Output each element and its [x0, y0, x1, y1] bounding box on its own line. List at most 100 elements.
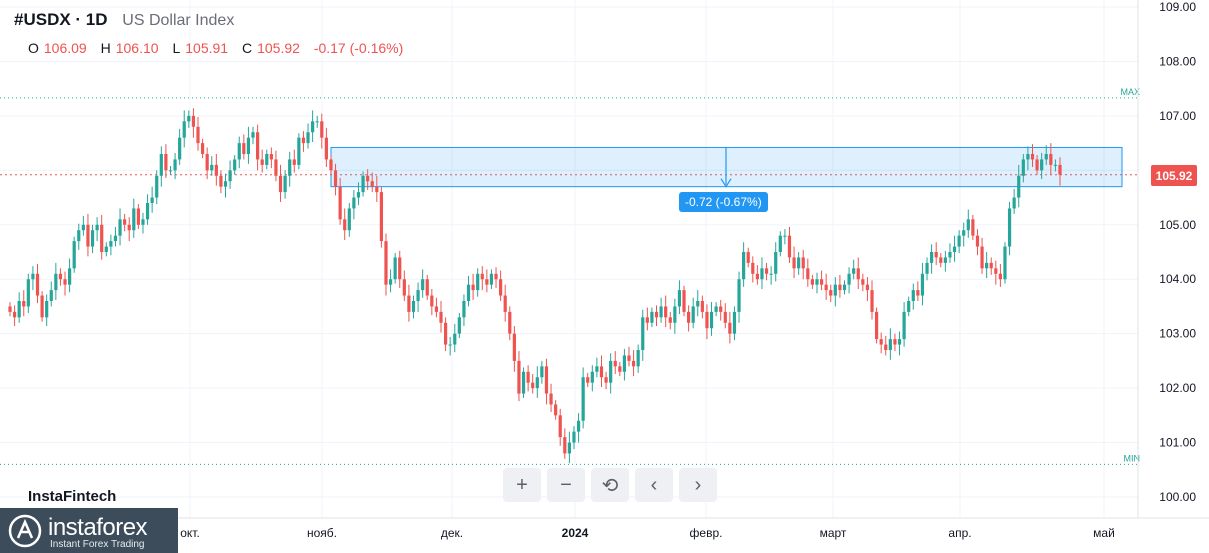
candle-body — [576, 420, 581, 432]
candle-body — [920, 273, 925, 296]
candle-body — [58, 273, 63, 280]
candle — [544, 358, 549, 405]
reset-chart-button[interactable]: ⟲ — [591, 468, 629, 502]
candle-body — [228, 170, 232, 182]
logo-subtitle: Instant Forex Trading — [50, 539, 145, 550]
scroll-left-button[interactable]: ‹ — [635, 468, 673, 502]
candle-body — [833, 284, 837, 296]
candle-body — [494, 273, 498, 280]
candle-body — [838, 284, 842, 291]
candle-body — [402, 279, 406, 296]
zoom-out-button[interactable]: − — [547, 468, 585, 502]
candle-body — [641, 317, 645, 350]
candle — [723, 303, 727, 329]
zoom-in-button[interactable]: + — [503, 468, 541, 502]
candle — [709, 302, 714, 336]
candle — [609, 353, 613, 394]
candle-body — [485, 279, 489, 285]
candle — [233, 155, 237, 175]
candle-body — [540, 366, 544, 378]
measure-box[interactable] — [330, 146, 1123, 188]
x-tick-label: март — [820, 526, 847, 540]
instaforex-logo-icon — [8, 514, 42, 548]
max-label: MAX — [1120, 87, 1140, 97]
candle-body — [673, 306, 677, 323]
candle-body — [526, 371, 530, 383]
candle — [31, 266, 35, 291]
candle-body — [842, 284, 847, 291]
candle-body — [989, 262, 993, 269]
candle-body — [966, 219, 970, 231]
candle — [1012, 188, 1016, 214]
candle-body — [1003, 246, 1007, 280]
candle-body — [471, 284, 475, 291]
candle-body — [237, 143, 241, 160]
candle — [260, 149, 264, 173]
candle-body — [150, 197, 154, 203]
candle — [356, 182, 361, 206]
candle — [210, 156, 214, 176]
candle-body — [311, 121, 315, 133]
candle — [742, 242, 746, 287]
candle-body — [443, 322, 448, 345]
candle — [778, 231, 782, 257]
candle-body — [22, 301, 26, 307]
candle — [343, 208, 347, 241]
candle — [989, 257, 993, 275]
candle-body — [544, 366, 549, 394]
candle-body — [508, 311, 512, 334]
candle — [58, 268, 63, 286]
scroll-right-button[interactable]: › — [679, 468, 717, 502]
candle — [333, 163, 338, 196]
candle — [618, 361, 622, 377]
candle-body — [283, 175, 287, 193]
candle — [200, 138, 205, 159]
candle — [549, 383, 553, 413]
candle-body — [755, 273, 759, 280]
candle — [347, 203, 351, 237]
candle — [531, 373, 535, 394]
candle-body — [1021, 159, 1025, 176]
candle — [338, 177, 342, 225]
candle-body — [934, 252, 938, 258]
candle-body — [893, 339, 897, 345]
candle-body — [980, 246, 984, 269]
candle-body — [659, 306, 663, 318]
candle — [599, 355, 604, 388]
candle-body — [398, 257, 402, 280]
candle — [567, 431, 571, 464]
candle — [26, 273, 30, 313]
candle-body — [705, 311, 709, 329]
price-axis[interactable]: 109.00108.00107.00106.00105.00104.00103.… — [1137, 0, 1196, 518]
instaforex-logo[interactable]: instaforex Instant Forex Trading — [0, 508, 178, 553]
candle — [985, 252, 989, 279]
symbol-description: US Dollar Index — [122, 12, 235, 29]
candle — [1017, 164, 1021, 208]
candle-body — [668, 317, 672, 323]
candle — [668, 311, 672, 330]
candle — [939, 253, 943, 268]
candle-body — [315, 121, 319, 123]
candle-body — [1012, 197, 1016, 209]
candle-body — [897, 339, 902, 345]
logo-text: instaforex — [48, 514, 148, 541]
candle — [320, 113, 324, 149]
candle-body — [278, 175, 283, 193]
candle-body — [902, 311, 906, 340]
candle-body — [531, 382, 535, 389]
candle-body — [994, 268, 998, 274]
candle — [145, 194, 150, 225]
candle-body — [457, 317, 461, 334]
time-axis[interactable]: окт. нояб. дек. 2024 февр. март апр. май — [0, 517, 1209, 540]
candle-body — [586, 377, 590, 383]
candle-body — [191, 115, 196, 127]
candle — [962, 222, 966, 247]
candle — [8, 302, 12, 317]
candle-body — [173, 159, 177, 171]
candle-body — [728, 322, 732, 334]
candle-body — [329, 159, 333, 171]
candle-body — [407, 295, 411, 312]
candle-body — [113, 235, 118, 242]
candle — [535, 366, 539, 398]
